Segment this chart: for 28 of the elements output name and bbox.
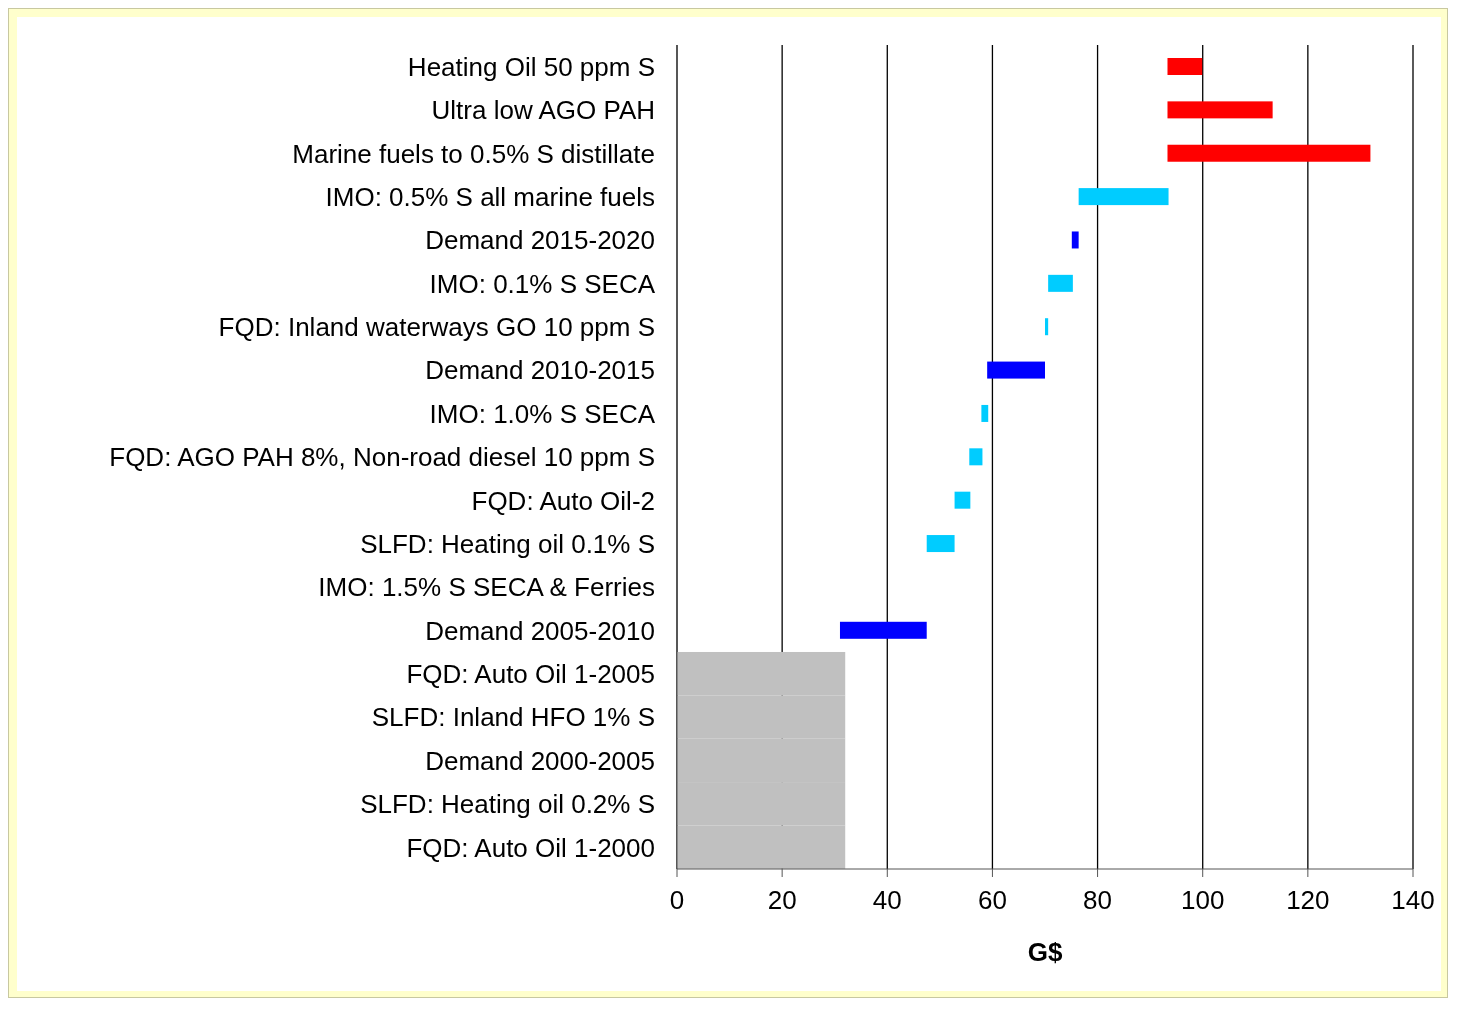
y-tick-label: Demand 2005-2010 [425,615,655,646]
x-axis-title: G$ [1027,937,1063,967]
y-tick-label: FQD: Auto Oil 1-2000 [406,832,655,863]
y-tick-label: FQD: AGO PAH 8%, Non-road diesel 10 ppm S [109,442,655,473]
y-tick-label: Heating Oil 50 ppm S [407,51,655,82]
y-tick-label: FQD: Auto Oil-2 [471,485,655,516]
y-tick-label: IMO: 0.5% S all marine fuels [325,182,655,213]
y-tick-label: SLFD: Heating oil 0.2% S [360,789,655,820]
x-tick-label: 40 [872,885,902,916]
x-tick-label: 120 [1286,885,1330,916]
y-tick-label: SLFD: Inland HFO 1% S [371,702,655,733]
y-tick-label: FQD: Auto Oil 1-2005 [406,659,655,690]
y-tick-label: Marine fuels to 0.5% S distillate [292,138,655,169]
y-tick-label: FQD: Inland waterways GO 10 ppm S [218,312,655,343]
y-tick-label: IMO: 1.5% S SECA & Ferries [318,572,655,603]
y-tick-label: Demand 2000-2005 [425,745,655,776]
y-tick-label: Demand 2010-2015 [425,355,655,386]
y-tick-label: IMO: 1.0% S SECA [429,398,656,429]
y-tick-label: Ultra low AGO PAH [431,95,655,126]
y-tick-label: IMO: 0.1% S SECA [429,268,656,299]
x-tick-label: 0 [669,885,685,916]
x-tick-label: 100 [1181,885,1225,916]
x-tick-label: 60 [977,885,1007,916]
x-tick-label: 140 [1391,885,1435,916]
y-tick-label: Demand 2015-2020 [425,225,655,256]
x-tick-label: 80 [1083,885,1113,916]
y-tick-label: SLFD: Heating oil 0.1% S [360,528,655,559]
x-tick-label: 20 [767,885,797,916]
